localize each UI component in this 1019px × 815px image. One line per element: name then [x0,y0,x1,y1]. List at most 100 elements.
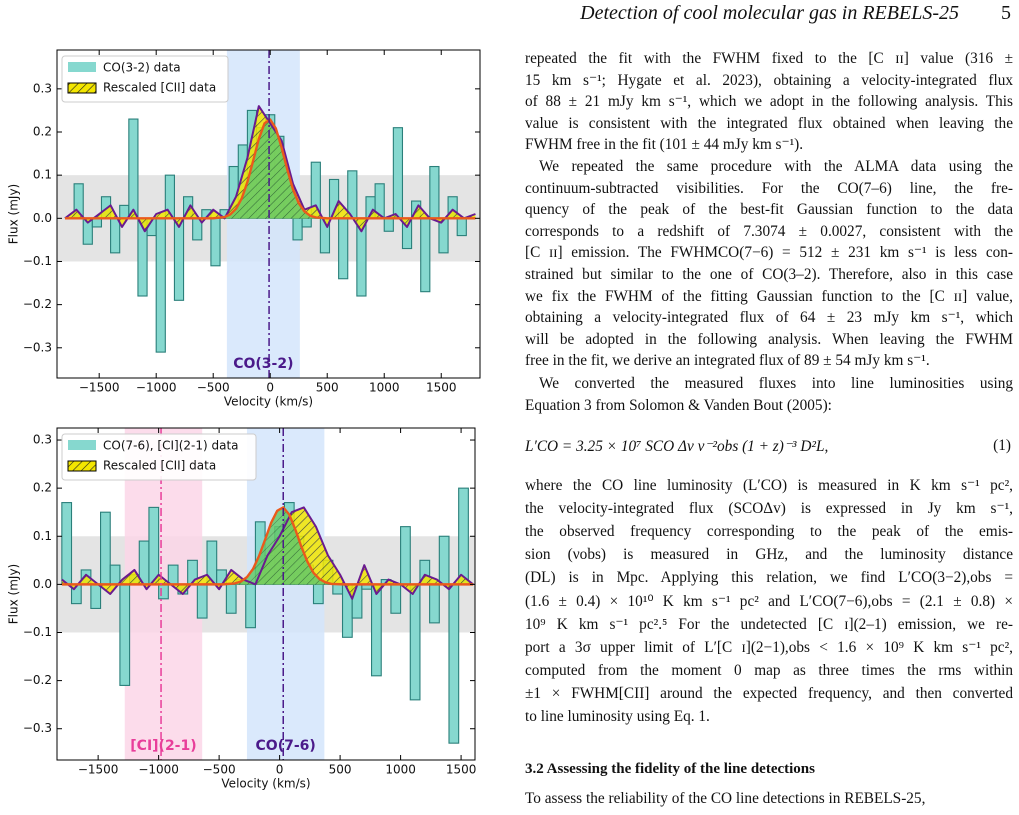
channel-bar [458,487,469,585]
y-tick-label: −0.2 [23,297,52,311]
y-axis-label: Flux (mJy) [7,184,21,244]
channel-bar [196,583,208,619]
paragraph-line: continuum-subtracted visibilities. For t… [525,179,1013,197]
channel-bar [119,204,130,219]
paragraph-line: where the CO line luminosity (L′CO) is m… [525,477,1013,494]
x-tick-label: 0 [276,763,284,777]
channel-bar [312,583,324,605]
channel-bar [420,217,431,293]
x-tick-label: 500 [316,381,339,395]
channel-bar [225,583,237,614]
legend-label: Rescaled [CII] data [103,81,216,95]
paragraph-line: to line luminosity using Eq. 1. [525,708,710,725]
paragraph-line: We converted the measured fluxes into li… [539,375,1013,392]
paragraph-line: ±1 × FWHM[CII] around the expected frequ… [525,684,1013,702]
channel-bar [91,217,103,228]
y-tick-label: −0.2 [23,673,52,687]
channel-bar [119,583,131,686]
channel-bar [301,217,312,228]
legend-handle [67,460,97,472]
line-label: CO(7-6) [256,738,316,754]
paragraph-line: computed from the moment 0 map as three … [525,661,1013,679]
channel-bar [429,583,440,624]
y-axis-label: Flux (mJy) [7,564,21,624]
channel-bar [210,217,221,267]
channel-bar [138,540,150,585]
equation: L′CO = 3.25 × 10⁷ SCO Δv ν⁻²obs (1 + z)⁻… [525,438,829,455]
x-tick-label: −1000 [138,763,179,777]
channel-bar [448,583,460,744]
paragraph-line: (DL) is in Mpc. Applying this relation, … [525,569,1013,587]
paragraph-line: port a 3σ upper limit of L′[C ɪ](2−1),ob… [525,638,1013,656]
running-title: Detection of cool molecular gas in REBEL… [580,2,959,24]
paragraph-line: Equation 3 from Solomon & Vanden Bout (2… [525,396,832,414]
channel-bar [90,583,102,609]
channel-bar [109,564,121,585]
y-tick-label: −0.1 [23,254,52,268]
paragraph-line: FWHM free in the fit (101 ± 44 mJy km s⁻… [525,136,804,154]
legend-label: CO(3-2) data [103,61,181,75]
channel-bar [173,217,185,301]
y-tick-label: −0.3 [23,340,52,354]
figure: CO(3-2) −1500 −1000 −500 0 500 1000 1500 −0.3 −0.… [7,49,481,791]
legend-box [61,433,257,481]
x-tick-label: 500 [329,763,352,777]
channel-bar [371,583,382,677]
y-tick-label: 0.2 [33,481,52,495]
channel-bar [332,583,344,595]
paragraph-line: the velocity-integrated flux (SCOΔv) is … [525,500,1013,518]
page-number: 5 [1001,2,1011,24]
x-tick-label: −500 [203,763,236,777]
axes-frame [56,427,476,761]
legend-box [61,55,229,103]
paragraph-line: repeated the fit with the FWHM fixed to … [525,50,1013,67]
x-axis-label: Velocity (km/s) [221,777,310,791]
channel-bar [148,506,160,585]
y-tick-label: 0.3 [33,81,52,95]
axes-frame [56,49,481,379]
channel-bar [456,217,467,237]
cii-line [61,506,474,600]
channel-bar [400,526,411,585]
paragraph-line: obtaining a velocity-integrated flux of … [525,309,1013,327]
cii-line [64,105,476,233]
paragraph-line: will be adopted in the following analysi… [525,330,1013,348]
x-tick-label: 1000 [369,381,400,395]
y-tick-label: 0.3 [33,433,52,447]
channel-bar [292,217,303,241]
x-tick-label: −1500 [79,381,120,395]
line-label: CO(3-2) [233,356,293,372]
y-tick-label: −0.3 [23,721,52,735]
legend-handle [68,440,96,450]
paragraph-line: the observed frequency corresponding to … [525,523,1013,541]
channel-bar [347,170,358,219]
gaussian-fit-area [64,119,476,219]
legend-label: CO(7-6), [CI](2-1) data [103,439,239,453]
paragraph-line: quency of the peak of the best-fit Gauss… [525,201,1013,219]
legend-label: Rescaled [CII] data [103,459,216,473]
channel-bar [110,217,121,254]
channel-bar [409,583,421,701]
x-tick-label: −1000 [136,381,177,395]
x-tick-label: 1000 [385,763,416,777]
section-heading: 3.2 Assessing the fidelity of the line d… [525,761,815,777]
paragraph-line: we fix the FWHM of the fitting Gaussian … [525,287,1013,305]
x-tick-label: 1500 [426,381,457,395]
paragraph-line: 15 km s⁻¹; Hygate et al. 2023), obtainin… [525,71,1013,89]
y-tick-label: 0.1 [33,529,52,543]
y-tick-label: 0.0 [33,211,52,225]
paragraph-line: (1.6 ± 0.4) × 10¹⁰ K km s⁻¹ pc² and L′CO… [525,592,1013,610]
y-tick-label: 0.2 [33,125,52,139]
line-label: [CI](2-1) [130,738,196,754]
channel-bar [167,564,179,585]
paragraph-line: corresponds to a redshift of 7.3074 ± 0.… [525,222,1013,240]
paragraph-line: To assess the reliability of the CO line… [525,790,926,807]
channel-bar [245,583,256,629]
channel-bar [128,118,139,219]
x-tick-label: −500 [197,381,230,395]
paragraph-line: We repeated the same procedure with the … [539,158,1013,175]
x-tick-label: −1500 [78,763,119,777]
paragraph-line: 10⁹ K km s⁻¹ pc².⁵ For the undetected [C… [525,615,1013,633]
x-tick-label: 0 [266,381,274,395]
